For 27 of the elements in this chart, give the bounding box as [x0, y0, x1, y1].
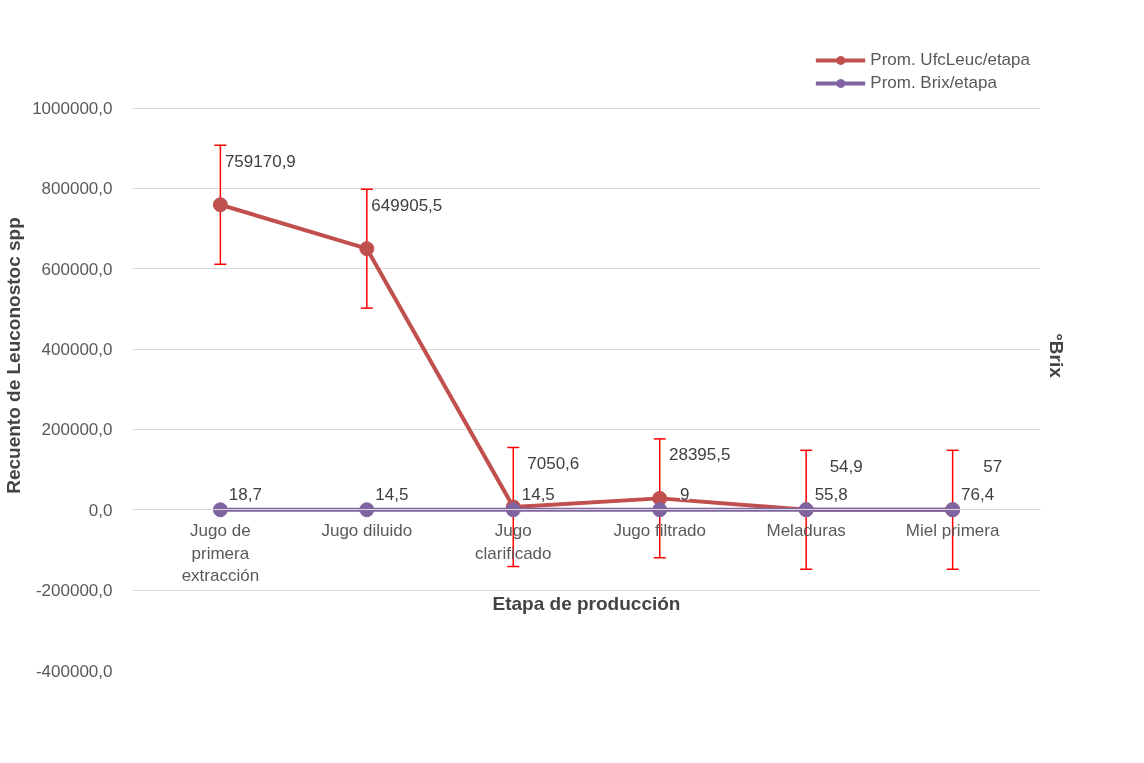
- y-tick-label: 600000,0: [41, 259, 113, 279]
- y-tick-label: 400000,0: [41, 340, 113, 360]
- y-tick-label: -200000,0: [35, 581, 113, 601]
- data-label: 14,5: [375, 484, 409, 504]
- data-label: 759170,9: [224, 151, 296, 171]
- y-tick-label: 1000000,0: [32, 99, 113, 118]
- y2-axis-title: °Brix: [1045, 333, 1067, 379]
- data-label: 76,4: [961, 484, 995, 504]
- y-tick-label: 200000,0: [41, 420, 113, 440]
- data-label: 7050,6: [527, 453, 580, 473]
- data-label: 55,8: [814, 484, 848, 504]
- x-tick-label: Jugo diluido: [321, 520, 413, 540]
- y-tick-label: 800000,0: [41, 179, 113, 199]
- data-label: 57: [983, 456, 1003, 476]
- data-label: 28395,5: [669, 445, 731, 465]
- x-axis-title: Etapa de producción: [492, 593, 681, 615]
- data-label: 649905,5: [371, 195, 443, 215]
- y-tick-label: 0,0: [88, 500, 113, 520]
- data-label: 54,9: [829, 456, 863, 476]
- x-tick-label: Jugo de primera extracción: [181, 520, 260, 586]
- y-axis-title: Recuento de Leuconostoc spp: [3, 217, 25, 494]
- legend-label: Prom. Brix/etapa: [870, 73, 997, 93]
- legend-label: Prom. UfcLeuc/etapa: [870, 50, 1030, 70]
- data-label: 9: [680, 484, 690, 504]
- data-label: 14,5: [521, 484, 555, 504]
- data-label: 18,7: [228, 484, 262, 504]
- y-tick-label: -400000,0: [35, 661, 113, 681]
